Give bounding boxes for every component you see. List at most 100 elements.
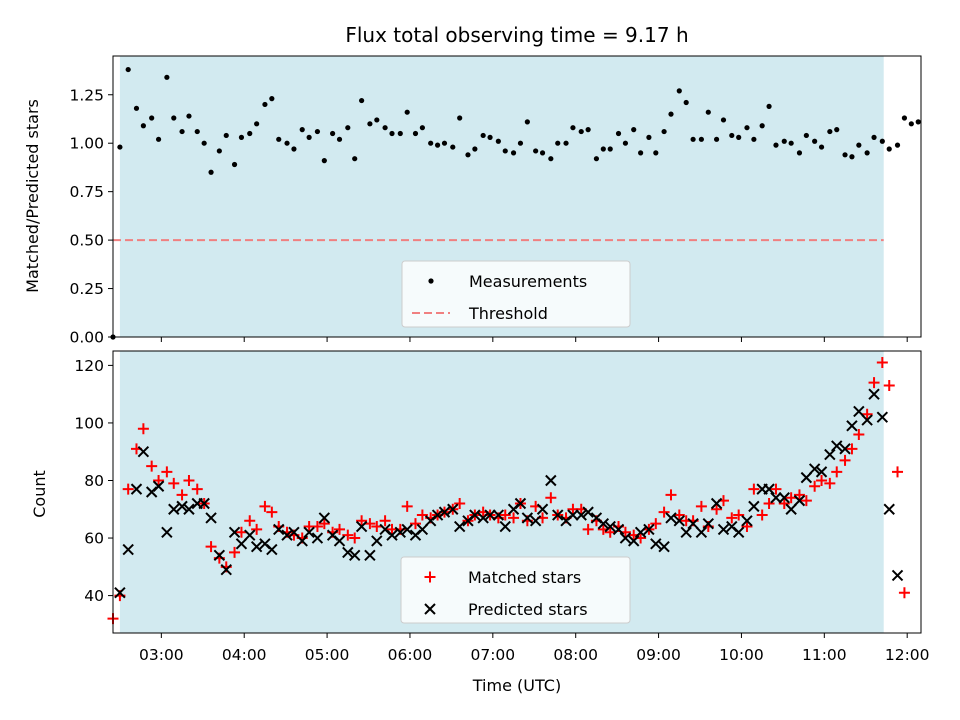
predicted-star-point [355,520,368,533]
matched-star-point [266,506,278,518]
chart-title: Flux total observing time = 9.17 h [345,23,688,47]
axes-frame [112,350,922,634]
measurement-point [646,134,652,140]
measurement-point [842,152,848,158]
x-tick-label: 08:00 [553,646,598,664]
predicted-star-point [431,509,444,521]
measurement-point [781,138,787,144]
matched-star-point [756,509,768,521]
matched-star-point [892,466,904,478]
predicted-star-point [168,503,180,515]
measurement-point [622,140,629,146]
matched-star-point [137,423,149,435]
predicted-star-point [364,549,376,562]
measurement-point [555,140,561,146]
matched-star-point [379,515,391,527]
matched-star-point [604,526,616,538]
predicted-star-point [514,497,527,510]
measurement-point [314,128,321,135]
measurement-point [299,127,305,133]
measurement-point [276,136,282,142]
predicted-star-point [748,500,760,513]
measurement-point [269,96,275,102]
bottom-panel: 40 60 80 100 120 03:00 04:00 05:00 06:00 07:00 08:… [74,350,930,664]
predicted-star-point [447,503,459,515]
measurement-point [352,156,358,162]
predicted-star-point [634,526,647,538]
measurement-point [510,150,517,156]
measurement-point [382,125,388,131]
measurement-point [389,130,395,137]
bottom-xlabel: Time (UTC) [472,676,561,695]
matched-star-point [831,466,843,478]
matched-star-point [161,466,173,478]
measurement-point [593,156,600,162]
matched-star-point [711,503,723,515]
predicted-star-point [695,526,708,538]
predicted-star-point [815,466,828,478]
matched-star-point [809,480,821,492]
predicted-star-point [846,420,858,432]
measurement-point [291,146,297,152]
measurement-point [915,119,921,125]
measurement-point [631,127,637,133]
measurement-point [465,152,471,158]
measurement-point [744,125,750,131]
x-tick-label: 03:00 [139,646,184,664]
measurement-point [864,150,870,156]
measurement-point [179,128,185,135]
predicted-star-point [861,414,873,426]
matched-star-point [499,509,511,521]
predicted-star-point [205,512,217,524]
predicted-star-point [288,526,300,538]
predicted-star-point [567,509,579,521]
measurement-point [834,127,840,133]
matched-star-point [778,498,790,510]
measurement-point [607,146,613,152]
measurement-point [705,109,711,115]
matched-star-point [853,428,865,440]
predicted-star-point [401,523,413,536]
measurement-point [524,119,530,125]
matched-star-point [251,523,263,535]
measurement-point [676,88,682,94]
measurement-point [548,156,554,162]
measurement-point [759,123,765,129]
predicted-star-point [824,448,836,461]
measurement-point [321,158,327,164]
predicted-star-point [311,532,324,544]
legend: Matched stars Predicted stars [400,556,631,624]
predicted-star-point [582,506,594,518]
measurement-point [480,132,486,139]
matched-star-point [342,529,354,541]
measurement-point [886,146,892,152]
legend-dot-marker [428,278,434,284]
predicted-star-point [394,526,406,538]
measurement-point [434,142,441,148]
predicted-star-point [658,540,670,553]
legend-label: Predicted stars [468,600,588,619]
predicted-star-point [763,483,775,495]
predicted-star-point [235,538,248,550]
matched-star-point [311,521,323,533]
matched-star-point [800,495,812,507]
matched-star-point [898,587,910,599]
predicted-star-point [575,509,587,521]
matched-star-point [183,474,195,486]
measurement-point [638,150,644,156]
predicted-star-point [643,523,655,536]
measurement-point [201,140,207,146]
matched-star-point [733,509,745,521]
measurement-point [788,140,794,146]
matched-star-point [673,509,685,521]
predicted-star-point [499,520,511,533]
legend-label: Threshold [468,304,548,323]
measurement-point [345,125,351,131]
measurement-point [713,136,720,142]
matched-star-point [868,377,880,389]
measurement-point [533,148,539,154]
predicted-star-point [484,509,496,521]
legend-box [401,260,631,328]
measurement-point [856,142,862,148]
matched-star-point [695,500,707,512]
